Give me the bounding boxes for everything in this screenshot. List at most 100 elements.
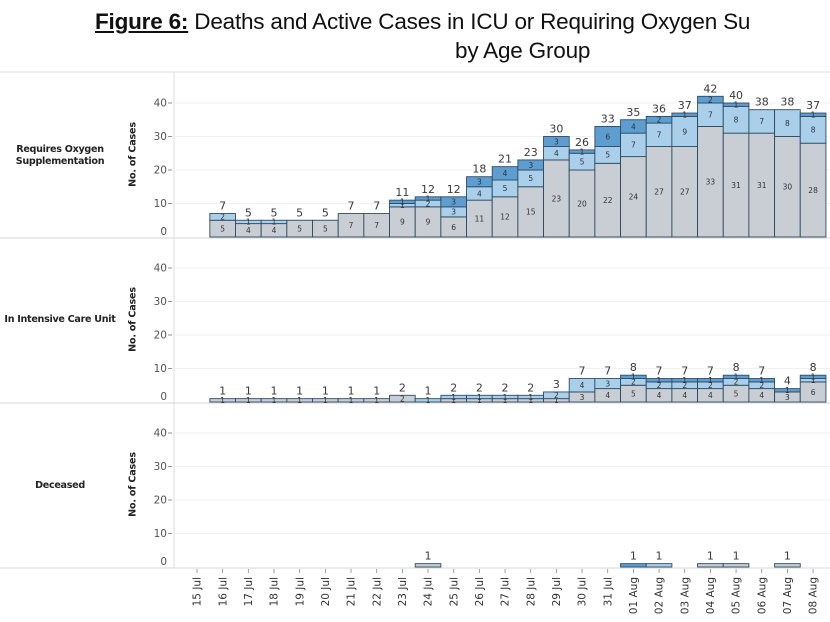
segment-label: 31 [757, 181, 767, 190]
y-axis-title-icu: No. of Cases [127, 287, 139, 352]
total-label: 33 [601, 112, 615, 125]
segment-label: 1 [503, 396, 508, 405]
segment-label: 3 [477, 178, 482, 187]
segment-label: 5 [528, 174, 533, 183]
segment-label: 1 [451, 393, 456, 402]
segment-label: 7 [708, 111, 713, 120]
bar-segment [671, 115, 699, 148]
segment-label: 5 [503, 184, 508, 193]
segment-label: 4 [759, 391, 764, 400]
total-label: 1 [425, 550, 432, 563]
segment-label: 1 [631, 373, 636, 382]
bar-segment [774, 109, 801, 137]
total-label: 5 [271, 206, 278, 219]
bar-segment [671, 146, 699, 238]
y-tick-label: 10 [154, 363, 167, 375]
segment-label: 2 [734, 378, 739, 387]
date-label: 15 Jul [192, 577, 204, 606]
total-label: 35 [626, 106, 640, 119]
y-tick-label: 0 [160, 556, 167, 568]
segment-label: 15 [526, 208, 536, 217]
segment-label: 2 [426, 199, 431, 208]
y-tick-label: 0 [160, 391, 167, 403]
date-label: 17 Jul [243, 577, 255, 606]
segment-label: 1 [811, 373, 816, 382]
segment-label: 1 [657, 376, 662, 385]
segment-label: 9 [400, 218, 405, 227]
segment-label: 20 [577, 199, 587, 208]
panel-label-line: Supplementation [15, 156, 105, 167]
y-tick-label: 0 [160, 226, 167, 238]
total-label: 8 [630, 361, 637, 374]
segment-label: 1 [503, 393, 508, 402]
bar-segment [774, 136, 801, 238]
segment-label: 1 [451, 396, 456, 405]
y-tick-label: 20 [154, 330, 167, 342]
date-label: 27 Jul [500, 577, 512, 606]
segment-label: 28 [808, 186, 818, 195]
panel-label-line: In Intensive Care Unit [4, 314, 116, 325]
bar-segment [620, 563, 647, 568]
segment-label: 24 [629, 193, 639, 202]
segment-label: 5 [323, 224, 328, 233]
total-label: 2 [502, 381, 509, 394]
total-label: 42 [703, 82, 717, 95]
segment-label: 2 [708, 95, 713, 104]
total-label: 37 [806, 99, 820, 112]
total-label: 1 [322, 385, 329, 398]
segment-label: 3 [605, 379, 610, 388]
total-label: 11 [395, 186, 409, 199]
panel-1: 0102030401111111111111122111121121121121… [154, 263, 830, 405]
total-label: 1 [271, 385, 278, 398]
date-label: 16 Jul [217, 577, 229, 606]
y-axis-title-deceased: No. of Cases [127, 452, 139, 517]
total-label: 8 [810, 361, 817, 374]
total-label: 23 [524, 146, 538, 159]
segment-label: 2 [220, 213, 225, 222]
total-label: 37 [678, 99, 692, 112]
date-label: 26 Jul [474, 577, 486, 606]
y-tick-label: 40 [154, 263, 167, 275]
total-label: 36 [652, 102, 666, 115]
segment-label: 9 [682, 127, 687, 136]
segment-label: 4 [657, 391, 662, 400]
segment-label: 3 [451, 208, 456, 217]
segment-label: 1 [554, 396, 559, 405]
y-tick-label: 10 [154, 528, 167, 540]
segment-label: 1 [477, 396, 482, 405]
segment-label: 1 [759, 376, 764, 385]
bar-segment [543, 159, 570, 238]
segment-label: 8 [811, 126, 816, 135]
date-label: 29 Jul [551, 577, 563, 606]
bar-segment [594, 162, 622, 238]
panel-label-icu: In Intensive Care Unit [0, 314, 120, 326]
segment-label: 1 [811, 111, 816, 120]
total-label: 12 [447, 183, 461, 196]
segment-label: 22 [603, 196, 613, 205]
segment-label: 1 [272, 218, 277, 227]
segment-label: 30 [783, 183, 793, 192]
segment-label: 5 [605, 151, 610, 160]
total-label: 2 [527, 381, 534, 394]
segment-label: 2 [657, 381, 662, 390]
bar-segment [722, 563, 750, 568]
total-label: 7 [656, 365, 663, 378]
date-label: 02 Aug [654, 577, 666, 614]
date-label: 23 Jul [397, 577, 409, 606]
total-label: 5 [296, 206, 303, 219]
y-tick-label: 30 [154, 296, 167, 308]
segment-label: 1 [528, 396, 533, 405]
segment-label: 6 [605, 132, 610, 141]
bar-segment [799, 112, 827, 117]
bar-segment [414, 563, 442, 568]
segment-label: 1 [400, 201, 405, 210]
segment-label: 27 [680, 188, 690, 197]
segment-label: 7 [349, 221, 354, 230]
segment-label: 5 [631, 389, 636, 398]
date-label: 19 Jul [294, 577, 306, 606]
bar-segment [799, 374, 827, 380]
total-label: 30 [549, 123, 563, 136]
total-label: 7 [758, 365, 765, 378]
total-label: 1 [784, 550, 791, 563]
total-label: 5 [322, 206, 329, 219]
